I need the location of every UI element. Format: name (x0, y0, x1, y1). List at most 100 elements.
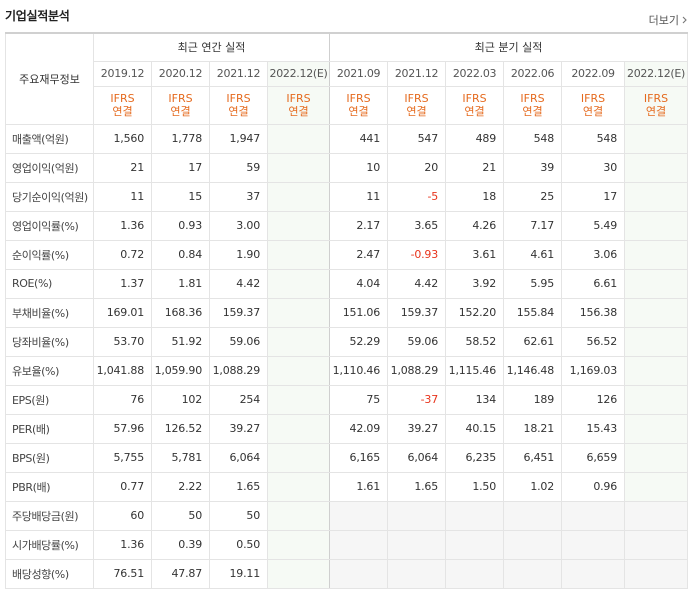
quarter-value-cell (445, 529, 505, 560)
quarter-value-cell: 1.02 (503, 471, 563, 502)
annual-ifrs-badge: IFRS 연결 (93, 85, 152, 125)
consolidated-label: 연결 (582, 105, 604, 118)
quarter-value-cell (624, 500, 689, 531)
quarter-value-cell: 1,115.46 (445, 355, 505, 386)
annual-value-cell: 1.90 (209, 239, 268, 270)
table-row: 시가배당률(%) 1.36 0.39 0.50 (5, 529, 689, 560)
ifrs-label: IFRS (168, 92, 193, 105)
annual-value-cell (266, 558, 331, 589)
quarter-value-cell: 58.52 (445, 326, 505, 357)
quarter-value-cell (624, 123, 689, 154)
annual-value-cell (266, 239, 331, 270)
quarter-value-cell: 75 (329, 384, 389, 415)
quarter-value-cell: 156.38 (561, 297, 626, 328)
ifrs-label: IFRS (226, 92, 251, 105)
quarter-value-cell: 1.61 (329, 471, 389, 502)
annual-value-cell: 0.93 (151, 210, 210, 241)
quarter-value-cell: 3.65 (387, 210, 447, 241)
quarter-value-cell (387, 529, 447, 560)
annual-value-cell: 50 (209, 500, 268, 531)
quarter-ifrs-badge: IFRS 연결 (329, 85, 389, 125)
annual-value-cell (266, 152, 331, 183)
quarter-ifrs-badge: IFRS 연결 (503, 85, 563, 125)
quarter-value-cell (503, 529, 563, 560)
table-row: 주당배당금(원) 60 50 50 (5, 500, 689, 531)
quarter-value-cell: 15.43 (561, 413, 626, 444)
annual-value-cell: 76 (93, 384, 152, 415)
table-row: 당기순이익(억원) 11 15 37 11 -5 18 25 17 (5, 181, 689, 212)
row-label: 당좌비율(%) (5, 326, 94, 357)
annual-period-header: 2021.12 (209, 60, 268, 87)
annual-value-cell: 1,778 (151, 123, 210, 154)
annual-value-cell (266, 326, 331, 357)
quarter-value-cell: 1.50 (445, 471, 505, 502)
quarter-group-header: 최근 분기 실적 (329, 32, 689, 62)
quarter-ifrs-badge: IFRS 연결 (561, 85, 626, 125)
table-row: 영업이익(억원) 21 17 59 10 20 21 39 30 (5, 152, 689, 183)
table-row: PBR(배) 0.77 2.22 1.65 1.61 1.65 1.50 1.02 0.96 (5, 471, 689, 502)
quarter-value-cell (624, 268, 689, 299)
consolidated-label: 연결 (288, 105, 309, 118)
annual-value-cell: 1.81 (151, 268, 210, 299)
quarter-value-cell (329, 529, 389, 560)
quarter-value-cell: 18.21 (503, 413, 563, 444)
consolidated-label: 연결 (406, 105, 427, 118)
quarter-value-cell (624, 355, 689, 386)
quarter-value-cell (624, 181, 689, 212)
quarter-value-cell: 1,110.46 (329, 355, 389, 386)
quarter-value-cell: 134 (445, 384, 505, 415)
annual-value-cell: 5,755 (93, 442, 152, 473)
annual-value-cell: 1.37 (93, 268, 152, 299)
ifrs-label: IFRS (520, 92, 545, 105)
table-row: BPS(원) 5,755 5,781 6,064 6,165 6,064 6,235 6,45… (5, 442, 689, 473)
quarter-value-cell (624, 210, 689, 241)
quarter-value-cell: 17 (561, 181, 626, 212)
quarter-value-cell: 2.17 (329, 210, 389, 241)
quarter-value-cell: 5.95 (503, 268, 563, 299)
quarter-ifrs-badge: IFRS 연결 (445, 85, 505, 125)
quarter-value-cell (624, 413, 689, 444)
more-label: 더보기 (648, 14, 679, 27)
annual-value-cell: 59 (209, 152, 268, 183)
annual-value-cell: 0.84 (151, 239, 210, 270)
annual-value-cell: 19.11 (209, 558, 268, 589)
annual-value-cell: 126.52 (151, 413, 210, 444)
row-label: PER(배) (5, 413, 94, 444)
annual-ifrs-badge: IFRS 연결 (151, 85, 210, 125)
ifrs-label: IFRS (404, 92, 429, 105)
annual-value-cell: 1,041.88 (93, 355, 152, 386)
annual-value-cell: 1,088.29 (209, 355, 268, 386)
annual-ifrs-badge: IFRS 연결 (266, 85, 331, 125)
quarter-value-cell (329, 500, 389, 531)
quarter-value-cell: 1,146.48 (503, 355, 563, 386)
table-row: 유보율(%) 1,041.88 1,059.90 1,088.29 1,110.46 1,… (5, 355, 689, 386)
annual-period-header: 2019.12 (93, 60, 152, 87)
consolidated-label: 연결 (228, 105, 249, 118)
financial-table-wrapper: 주요재무정보 최근 연간 실적 최근 분기 실적 2019.12 2020.12 2… (5, 32, 689, 589)
annual-value-cell: 1.36 (93, 529, 152, 560)
annual-value-cell: 0.77 (93, 471, 152, 502)
annual-period-header: 2020.12 (151, 60, 210, 87)
table-row: ROE(%) 1.37 1.81 4.42 4.04 4.42 3.92 5.95 6.61 (5, 268, 689, 299)
table-row: 부채비율(%) 169.01 168.36 159.37 151.06 159.37 152… (5, 297, 689, 328)
annual-value-cell: 4.42 (209, 268, 268, 299)
quarter-value-cell (445, 558, 505, 589)
quarter-value-cell: 3.06 (561, 239, 626, 270)
ifrs-label: IFRS (643, 92, 669, 105)
annual-value-cell: 60 (93, 500, 152, 531)
more-link[interactable]: 더보기 (649, 12, 687, 28)
quarter-period-header: 2022.06 (503, 60, 563, 87)
quarter-value-cell: 4.26 (445, 210, 505, 241)
annual-value-cell: 168.36 (151, 297, 210, 328)
annual-value-cell: 254 (209, 384, 268, 415)
consolidated-label: 연결 (645, 105, 667, 118)
ifrs-label: IFRS (346, 92, 371, 105)
quarter-value-cell: 52.29 (329, 326, 389, 357)
quarter-value-cell: 126 (561, 384, 626, 415)
quarter-value-cell (624, 558, 689, 589)
quarter-value-cell: 152.20 (445, 297, 505, 328)
annual-value-cell (266, 181, 331, 212)
quarter-value-cell: 547 (387, 123, 447, 154)
quarter-value-cell: 4.61 (503, 239, 563, 270)
quarter-value-cell (624, 529, 689, 560)
